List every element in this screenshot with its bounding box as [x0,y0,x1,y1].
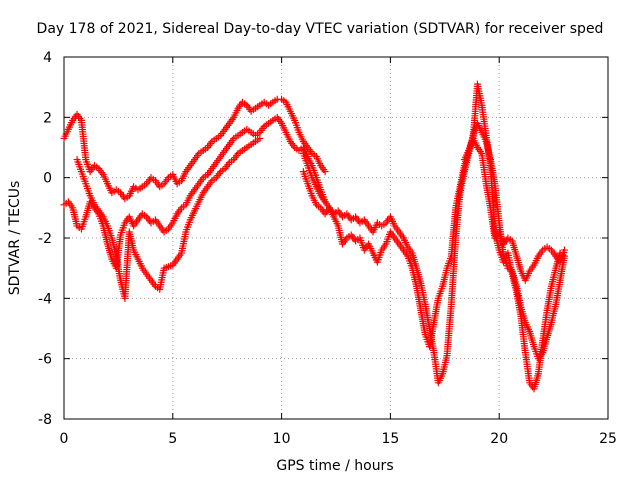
x-tick-label: 20 [490,431,508,447]
y-tick-label: -6 [38,352,52,368]
x-tick-label: 10 [273,431,291,447]
y-tick-label: 2 [43,110,52,126]
y-tick-label: 0 [43,171,52,187]
y-tick-label: -8 [38,412,52,428]
axis-ticks: 0 5 10 15 20 25 -8 -6 -4 -2 0 2 4 [38,50,617,447]
data-point [321,168,329,176]
x-axis-label: GPS time / hours [276,458,393,474]
y-tick-label: 4 [43,50,52,66]
x-tick-label: 5 [168,431,177,447]
data-point [560,246,568,254]
data-point [256,134,264,142]
x-tick-label: 0 [60,431,69,447]
y-tick-label: -2 [38,231,52,247]
x-tick-label: 15 [381,431,399,447]
x-tick-label: 25 [599,431,617,447]
y-tick-label: -4 [38,291,52,307]
y-axis-label: SDTVAR / TECUs [7,181,23,296]
chart-title: Day 178 of 2021, Sidereal Day-to-day VTE… [37,21,604,37]
data-points [60,80,568,393]
